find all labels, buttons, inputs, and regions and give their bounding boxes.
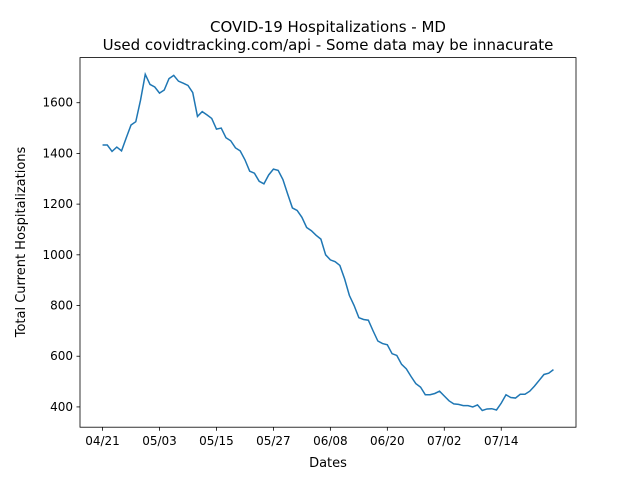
- chart-title: COVID-19 Hospitalizations - MD: [210, 18, 446, 36]
- chart-subtitle: Used covidtracking.com/api - Some data m…: [103, 36, 554, 54]
- x-tick-label: 06/20: [370, 434, 405, 448]
- x-tick-label: 05/27: [256, 434, 291, 448]
- x-tick-label: 05/15: [199, 434, 234, 448]
- y-tick-label: 400: [50, 400, 73, 414]
- y-axis-label: Total Current Hospitalizations: [14, 146, 29, 338]
- plot-frame: [79, 57, 577, 428]
- y-tick-label: 1400: [42, 146, 73, 160]
- x-tick-label: 06/08: [313, 434, 348, 448]
- y-tick-label: 600: [50, 349, 73, 363]
- x-tick-label: 07/02: [427, 434, 462, 448]
- x-tick-label: 05/03: [142, 434, 177, 448]
- y-tick-label: 800: [50, 299, 73, 313]
- x-tick-label: 07/14: [484, 434, 519, 448]
- line: [102, 71, 554, 412]
- y-tick-label: 1200: [42, 197, 73, 211]
- x-axis-label: Dates: [309, 456, 347, 471]
- y-tick-label: 1000: [42, 248, 73, 262]
- y-tick-label: 1600: [42, 96, 73, 110]
- x-tick-label: 04/21: [85, 434, 120, 448]
